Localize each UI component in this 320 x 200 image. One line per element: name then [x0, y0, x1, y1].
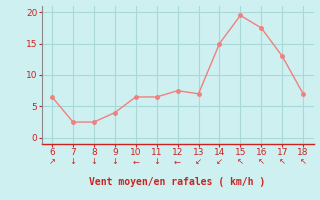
Text: ↓: ↓ — [91, 158, 97, 166]
Text: ↙: ↙ — [195, 158, 202, 166]
X-axis label: Vent moyen/en rafales ( km/h ): Vent moyen/en rafales ( km/h ) — [90, 177, 266, 187]
Text: ↖: ↖ — [300, 158, 307, 166]
Text: ↖: ↖ — [258, 158, 265, 166]
Text: ↓: ↓ — [69, 158, 76, 166]
Text: ←: ← — [174, 158, 181, 166]
Text: ↗: ↗ — [49, 158, 56, 166]
Text: ↖: ↖ — [279, 158, 286, 166]
Text: ↓: ↓ — [111, 158, 118, 166]
Text: ↓: ↓ — [153, 158, 160, 166]
Text: ←: ← — [132, 158, 139, 166]
Text: ↖: ↖ — [237, 158, 244, 166]
Text: ↙: ↙ — [216, 158, 223, 166]
